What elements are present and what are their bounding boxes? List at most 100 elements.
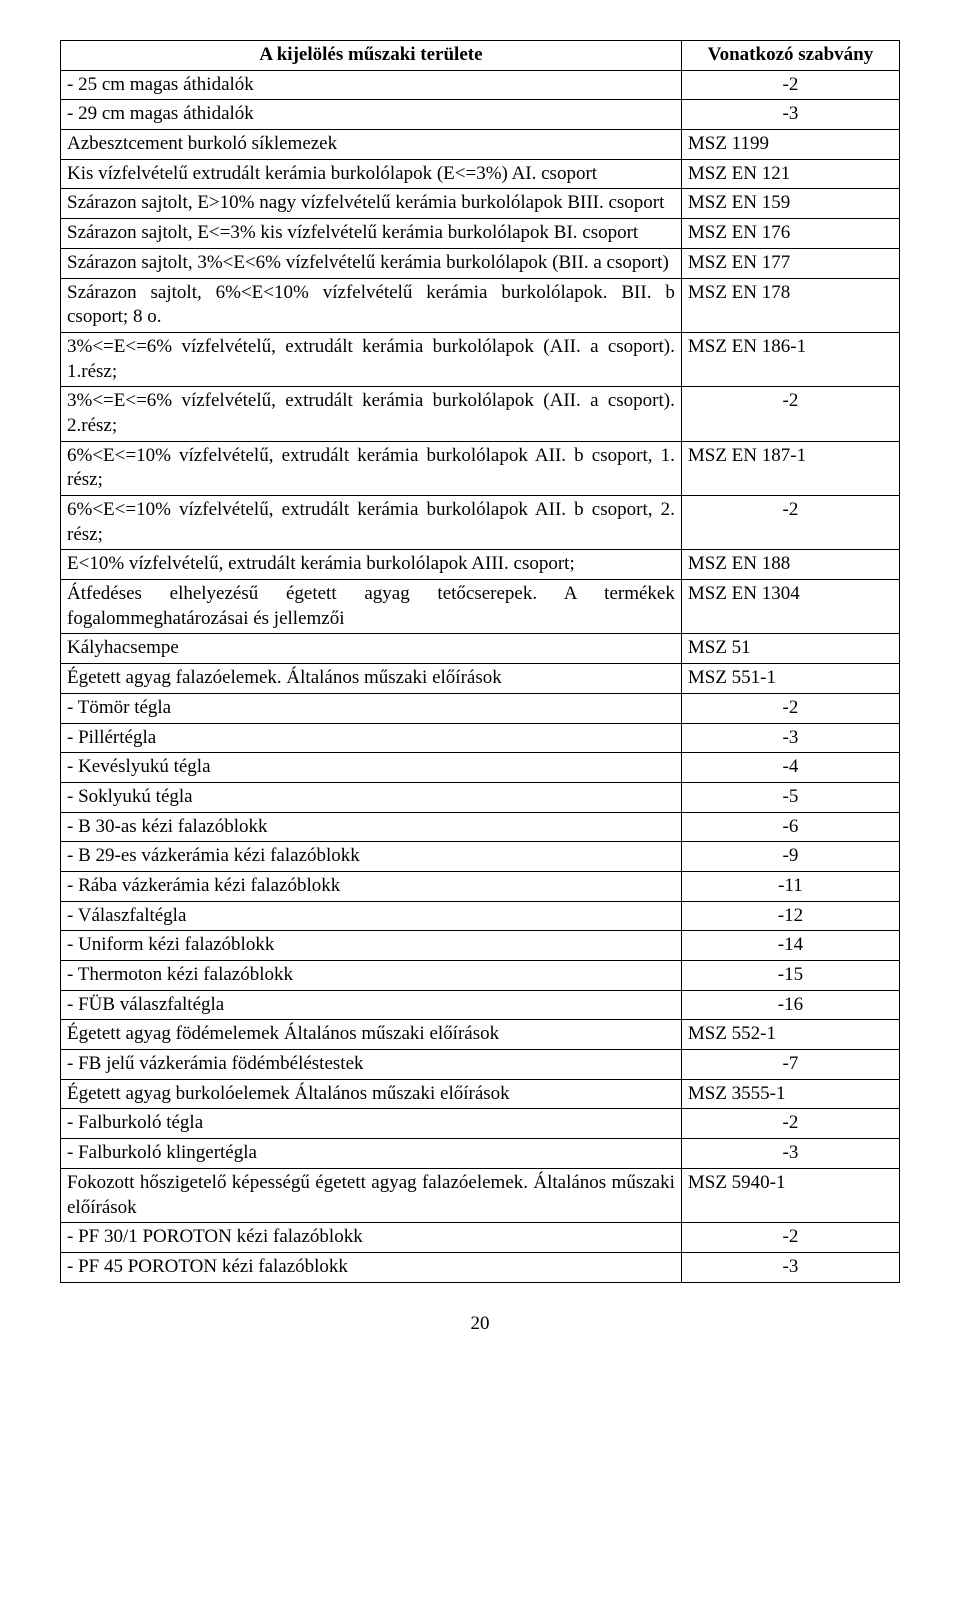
table-row: 6%<E<=10% vízfelvételű, extrudált kerámi… — [61, 496, 900, 550]
area-cell: Szárazon sajtolt, E>10% nagy vízfelvétel… — [61, 189, 682, 219]
area-cell: Kályhacsempe — [61, 634, 682, 664]
standard-cell: MSZ EN 187-1 — [681, 441, 899, 495]
table-row: - Soklyukú tégla-5 — [61, 782, 900, 812]
table-row: - Válaszfaltégla-12 — [61, 901, 900, 931]
table-body: - 25 cm magas áthidalók-2- 29 cm magas á… — [61, 70, 900, 1282]
standard-cell: -11 — [681, 871, 899, 901]
table-row: E<10% vízfelvételű, extrudált kerámia bu… — [61, 550, 900, 580]
standard-cell: -2 — [681, 1109, 899, 1139]
table-row: - Falburkoló klingertégla-3 — [61, 1139, 900, 1169]
table-row: - 29 cm magas áthidalók-3 — [61, 100, 900, 130]
area-cell: Szárazon sajtolt, 6%<E<10% vízfelvételű … — [61, 278, 682, 332]
table-row: 6%<E<=10% vízfelvételű, extrudált kerámi… — [61, 441, 900, 495]
area-cell: E<10% vízfelvételű, extrudált kerámia bu… — [61, 550, 682, 580]
area-cell: Égetett agyag födémelemek Általános műsz… — [61, 1020, 682, 1050]
table-row: Égetett agyag födémelemek Általános műsz… — [61, 1020, 900, 1050]
standard-cell: -12 — [681, 901, 899, 931]
area-cell: - Uniform kézi falazóblokk — [61, 931, 682, 961]
standard-cell: -16 — [681, 990, 899, 1020]
area-cell: Égetett agyag falazóelemek. Általános mű… — [61, 664, 682, 694]
standard-cell: -5 — [681, 782, 899, 812]
table-row: - Pillértégla-3 — [61, 723, 900, 753]
standard-cell: -3 — [681, 1252, 899, 1282]
table-row: - B 30-as kézi falazóblokk-6 — [61, 812, 900, 842]
standard-cell: -15 — [681, 961, 899, 991]
standard-cell: MSZ EN 121 — [681, 159, 899, 189]
area-cell: Kis vízfelvételű extrudált kerámia burko… — [61, 159, 682, 189]
standard-cell: -9 — [681, 842, 899, 872]
area-cell: 3%<=E<=6% vízfelvételű, extrudált kerámi… — [61, 332, 682, 386]
standard-cell: MSZ 552-1 — [681, 1020, 899, 1050]
table-row: - PF 30/1 POROTON kézi falazóblokk-2 — [61, 1223, 900, 1253]
standard-cell: MSZ EN 177 — [681, 248, 899, 278]
area-cell: - B 29-es vázkerámia kézi falazóblokk — [61, 842, 682, 872]
standard-cell: MSZ 51 — [681, 634, 899, 664]
standard-cell: MSZ EN 186-1 — [681, 332, 899, 386]
page-number: 20 — [60, 1313, 900, 1335]
area-cell: Szárazon sajtolt, 3%<E<6% vízfelvételű k… — [61, 248, 682, 278]
area-cell: - FB jelű vázkerámia födémbéléstestek — [61, 1050, 682, 1080]
standard-cell: MSZ EN 159 — [681, 189, 899, 219]
standard-cell: -7 — [681, 1050, 899, 1080]
table-row: Szárazon sajtolt, 6%<E<10% vízfelvételű … — [61, 278, 900, 332]
table-header-row: A kijelölés műszaki területe Vonatkozó s… — [61, 41, 900, 71]
standard-cell: -3 — [681, 723, 899, 753]
standard-cell: -2 — [681, 693, 899, 723]
area-cell: - Falburkoló tégla — [61, 1109, 682, 1139]
area-cell: Átfedéses elhelyezésű égetett agyag tető… — [61, 580, 682, 634]
table-row: - Thermoton kézi falazóblokk-15 — [61, 961, 900, 991]
standard-cell: -6 — [681, 812, 899, 842]
standard-cell: MSZ EN 178 — [681, 278, 899, 332]
standard-cell: MSZ EN 1304 — [681, 580, 899, 634]
area-cell: 3%<=E<=6% vízfelvételű, extrudált kerámi… — [61, 387, 682, 441]
table-row: Égetett agyag falazóelemek. Általános mű… — [61, 664, 900, 694]
standard-cell: MSZ 3555-1 — [681, 1079, 899, 1109]
standard-cell: MSZ 551-1 — [681, 664, 899, 694]
standard-cell: -14 — [681, 931, 899, 961]
table-row: - Uniform kézi falazóblokk-14 — [61, 931, 900, 961]
standard-cell: -2 — [681, 70, 899, 100]
standard-cell: MSZ EN 176 — [681, 219, 899, 249]
standard-cell: -3 — [681, 100, 899, 130]
area-cell: - Soklyukú tégla — [61, 782, 682, 812]
table-row: - B 29-es vázkerámia kézi falazóblokk-9 — [61, 842, 900, 872]
area-cell: - Rába vázkerámia kézi falazóblokk — [61, 871, 682, 901]
table-row: - PF 45 POROTON kézi falazóblokk-3 — [61, 1252, 900, 1282]
header-area: A kijelölés műszaki területe — [61, 41, 682, 71]
standard-cell: MSZ EN 188 — [681, 550, 899, 580]
standards-table: A kijelölés műszaki területe Vonatkozó s… — [60, 40, 900, 1283]
area-cell: - B 30-as kézi falazóblokk — [61, 812, 682, 842]
table-row: Átfedéses elhelyezésű égetett agyag tető… — [61, 580, 900, 634]
area-cell: - Kevéslyukú tégla — [61, 753, 682, 783]
table-row: KályhacsempeMSZ 51 — [61, 634, 900, 664]
area-cell: - Tömör tégla — [61, 693, 682, 723]
table-row: - Rába vázkerámia kézi falazóblokk-11 — [61, 871, 900, 901]
table-row: - Tömör tégla-2 — [61, 693, 900, 723]
table-row: - Falburkoló tégla-2 — [61, 1109, 900, 1139]
standard-cell: MSZ 5940-1 — [681, 1168, 899, 1222]
table-row: Égetett agyag burkolóelemek Általános mű… — [61, 1079, 900, 1109]
table-row: - FB jelű vázkerámia födémbéléstestek-7 — [61, 1050, 900, 1080]
area-cell: - Falburkoló klingertégla — [61, 1139, 682, 1169]
area-cell: - Válaszfaltégla — [61, 901, 682, 931]
area-cell: - PF 45 POROTON kézi falazóblokk — [61, 1252, 682, 1282]
area-cell: - 29 cm magas áthidalók — [61, 100, 682, 130]
standard-cell: MSZ 1199 — [681, 130, 899, 160]
standard-cell: -4 — [681, 753, 899, 783]
standard-cell: -3 — [681, 1139, 899, 1169]
table-row: Fokozott hőszigetelő képességű égetett a… — [61, 1168, 900, 1222]
table-row: Szárazon sajtolt, 3%<E<6% vízfelvételű k… — [61, 248, 900, 278]
area-cell: Szárazon sajtolt, E<=3% kis vízfelvételű… — [61, 219, 682, 249]
area-cell: - 25 cm magas áthidalók — [61, 70, 682, 100]
table-row: Kis vízfelvételű extrudált kerámia burko… — [61, 159, 900, 189]
area-cell: Égetett agyag burkolóelemek Általános mű… — [61, 1079, 682, 1109]
area-cell: - PF 30/1 POROTON kézi falazóblokk — [61, 1223, 682, 1253]
table-row: 3%<=E<=6% vízfelvételű, extrudált kerámi… — [61, 332, 900, 386]
area-cell: - FÜB válaszfaltégla — [61, 990, 682, 1020]
standard-cell: -2 — [681, 496, 899, 550]
table-row: - FÜB válaszfaltégla-16 — [61, 990, 900, 1020]
area-cell: 6%<E<=10% vízfelvételű, extrudált kerámi… — [61, 441, 682, 495]
area-cell: - Thermoton kézi falazóblokk — [61, 961, 682, 991]
standard-cell: -2 — [681, 1223, 899, 1253]
table-row: Szárazon sajtolt, E<=3% kis vízfelvételű… — [61, 219, 900, 249]
